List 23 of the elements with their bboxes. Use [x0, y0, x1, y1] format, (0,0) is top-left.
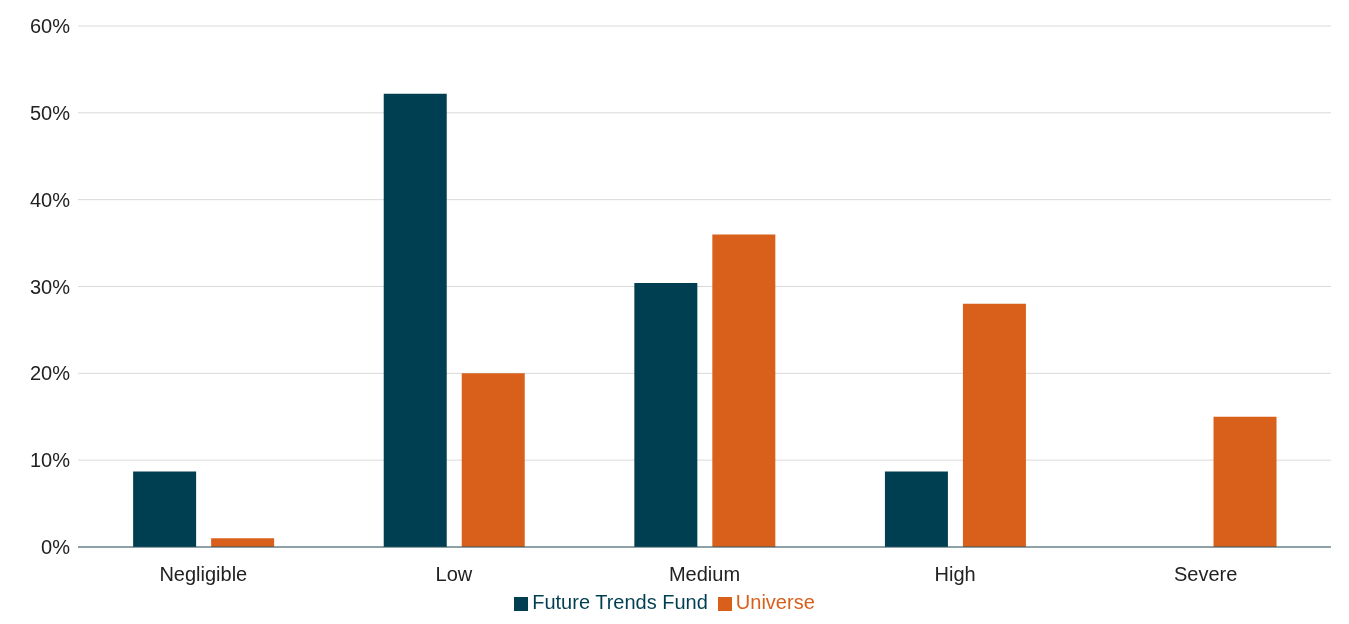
y-tick-label: 30%: [29, 275, 71, 298]
x-tick-label: Low: [435, 563, 473, 586]
y-tick-label: 10%: [29, 449, 71, 472]
bar: [962, 303, 1026, 547]
bar: [634, 283, 698, 547]
bar: [1213, 416, 1277, 547]
y-tick-label: 60%: [29, 15, 71, 38]
bar: [211, 538, 275, 547]
y-tick-label: 40%: [29, 188, 71, 211]
bar: [461, 373, 525, 547]
x-tick-label: Severe: [1174, 563, 1238, 586]
x-tick-label: Medium: [668, 563, 741, 586]
bar: [133, 471, 197, 547]
y-tick-label: 0%: [41, 536, 71, 559]
x-tick-label: High: [934, 563, 976, 586]
bar: [884, 471, 948, 547]
x-tick-label: Negligible: [159, 563, 248, 586]
bar: [712, 234, 776, 547]
y-tick-label: 50%: [29, 101, 71, 124]
legend-label: Universe: [735, 591, 815, 613]
bar: [383, 93, 447, 547]
legend-label: Future Trends Fund: [532, 591, 708, 613]
y-tick-label: 20%: [29, 362, 71, 385]
